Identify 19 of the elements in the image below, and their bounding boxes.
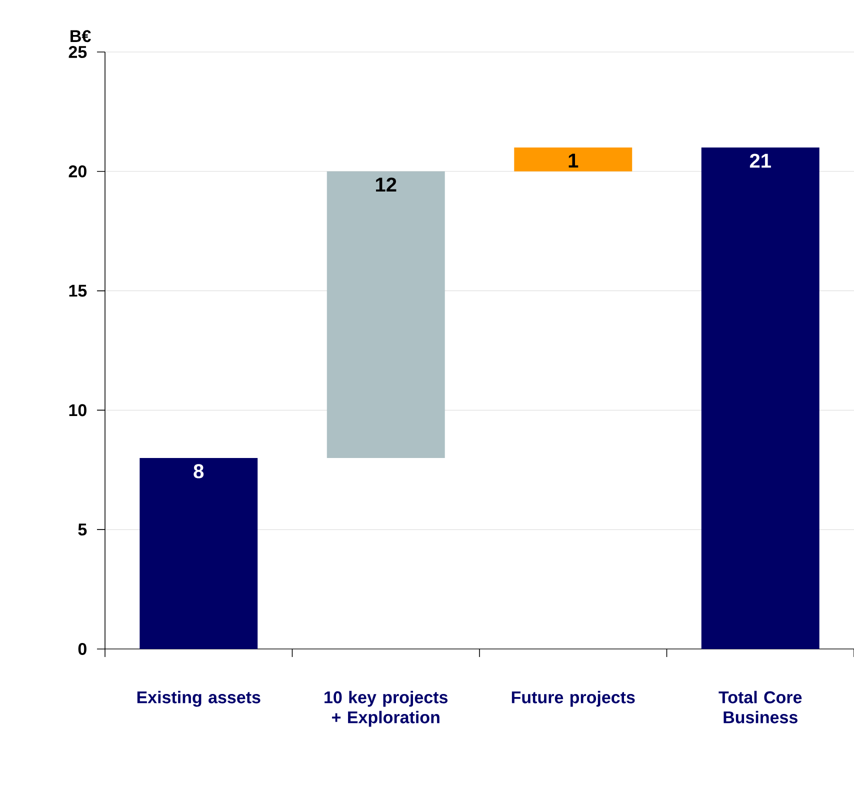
bar (514, 148, 632, 172)
bar (701, 148, 820, 649)
y-tick-label: 5 (78, 524, 87, 536)
y-tick-label: 25 (68, 46, 87, 58)
y-tick-label: 10 (69, 404, 86, 416)
data-label: 12 (376, 178, 396, 192)
x-tick-label: 10 key projects + Exploration (324, 690, 448, 727)
x-tick-label: Future projects (512, 690, 635, 707)
data-label: 21 (750, 154, 771, 168)
bar (326, 171, 445, 458)
data-label: 1 (568, 154, 578, 168)
x-tick-label: Existing assets (137, 690, 260, 707)
y-tick-label: 0 (78, 642, 86, 656)
y-tick-label: 15 (69, 284, 87, 297)
x-tick-label: Total Core Business (718, 690, 802, 724)
bar (140, 458, 258, 649)
y-axis-title: B€ (70, 30, 91, 42)
data-label: 8 (194, 464, 204, 478)
y-tick-label: 20 (68, 165, 86, 178)
